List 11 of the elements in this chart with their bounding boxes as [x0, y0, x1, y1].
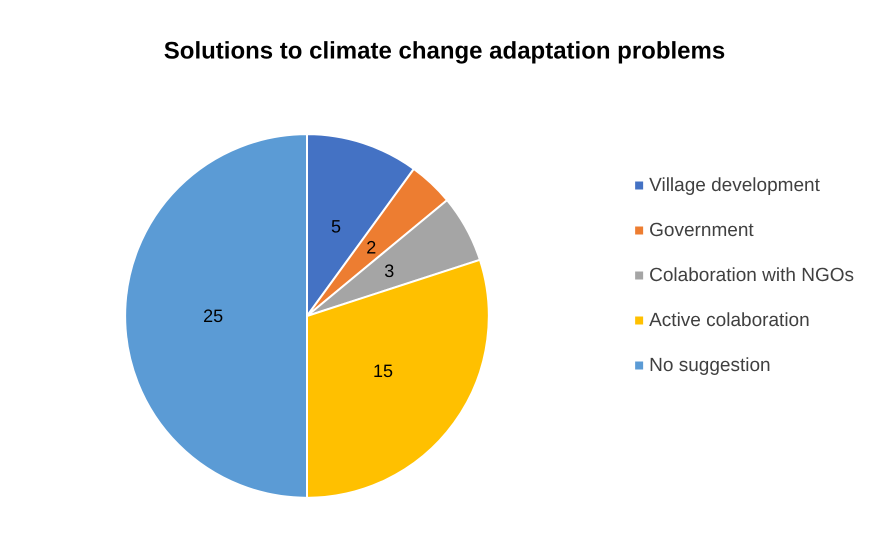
- data-label: 2: [366, 238, 376, 258]
- legend-label: Village development: [649, 175, 821, 196]
- data-label: 3: [384, 260, 394, 281]
- data-label: 25: [203, 306, 224, 326]
- legend-label: Colaboration with NGOs: [649, 265, 854, 286]
- legend-label: Active colaboration: [649, 310, 810, 331]
- legend-label: Government: [649, 220, 754, 241]
- chart-title: Solutions to climate change adaptation problems: [164, 38, 726, 64]
- data-label: 15: [372, 361, 393, 382]
- data-label: 5: [331, 216, 342, 237]
- legend-label: No suggestion: [649, 355, 771, 376]
